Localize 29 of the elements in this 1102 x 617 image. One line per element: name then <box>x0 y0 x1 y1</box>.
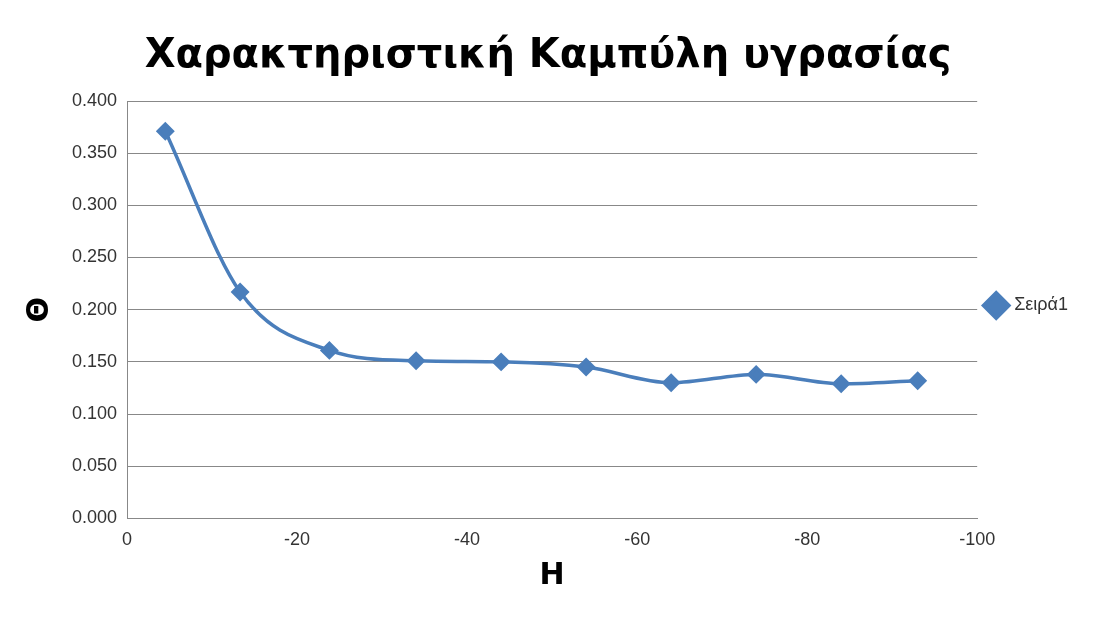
x-tick-label: -60 <box>624 529 651 550</box>
y-tick-label: 0.000 <box>72 507 118 528</box>
x-tick-label: -100 <box>959 529 996 550</box>
x-tick-label: -80 <box>794 529 821 550</box>
point <box>747 365 765 384</box>
point <box>231 283 249 301</box>
chart-title: Χαρακτηριστική Καμπύλη υγρασίας <box>144 30 952 77</box>
y-tick-label: 0.250 <box>72 246 118 267</box>
point <box>577 358 595 376</box>
x-tick-label: 0 <box>122 529 133 550</box>
legend-label: Σειρά1 <box>1014 294 1069 315</box>
point <box>407 352 425 370</box>
y-axis-title: Θ <box>19 296 55 323</box>
y-tick-label: 0.100 <box>72 403 118 424</box>
y-tick-label: 0.200 <box>72 298 118 319</box>
point <box>156 122 175 141</box>
y-tick-label: 0.300 <box>72 194 118 215</box>
y-tick-label: 0.150 <box>72 350 118 371</box>
point <box>908 371 927 390</box>
x-axis-title: H <box>539 555 565 591</box>
x-tick-label: -40 <box>454 529 481 550</box>
point <box>492 353 510 371</box>
y-tick-label: 0.350 <box>72 142 118 163</box>
point <box>662 374 680 392</box>
point <box>832 375 850 393</box>
y-tick-label: 0.050 <box>72 455 118 476</box>
x-tick-label: -20 <box>284 529 311 550</box>
y-tick-label: 0.400 <box>72 89 118 110</box>
point <box>320 341 339 360</box>
